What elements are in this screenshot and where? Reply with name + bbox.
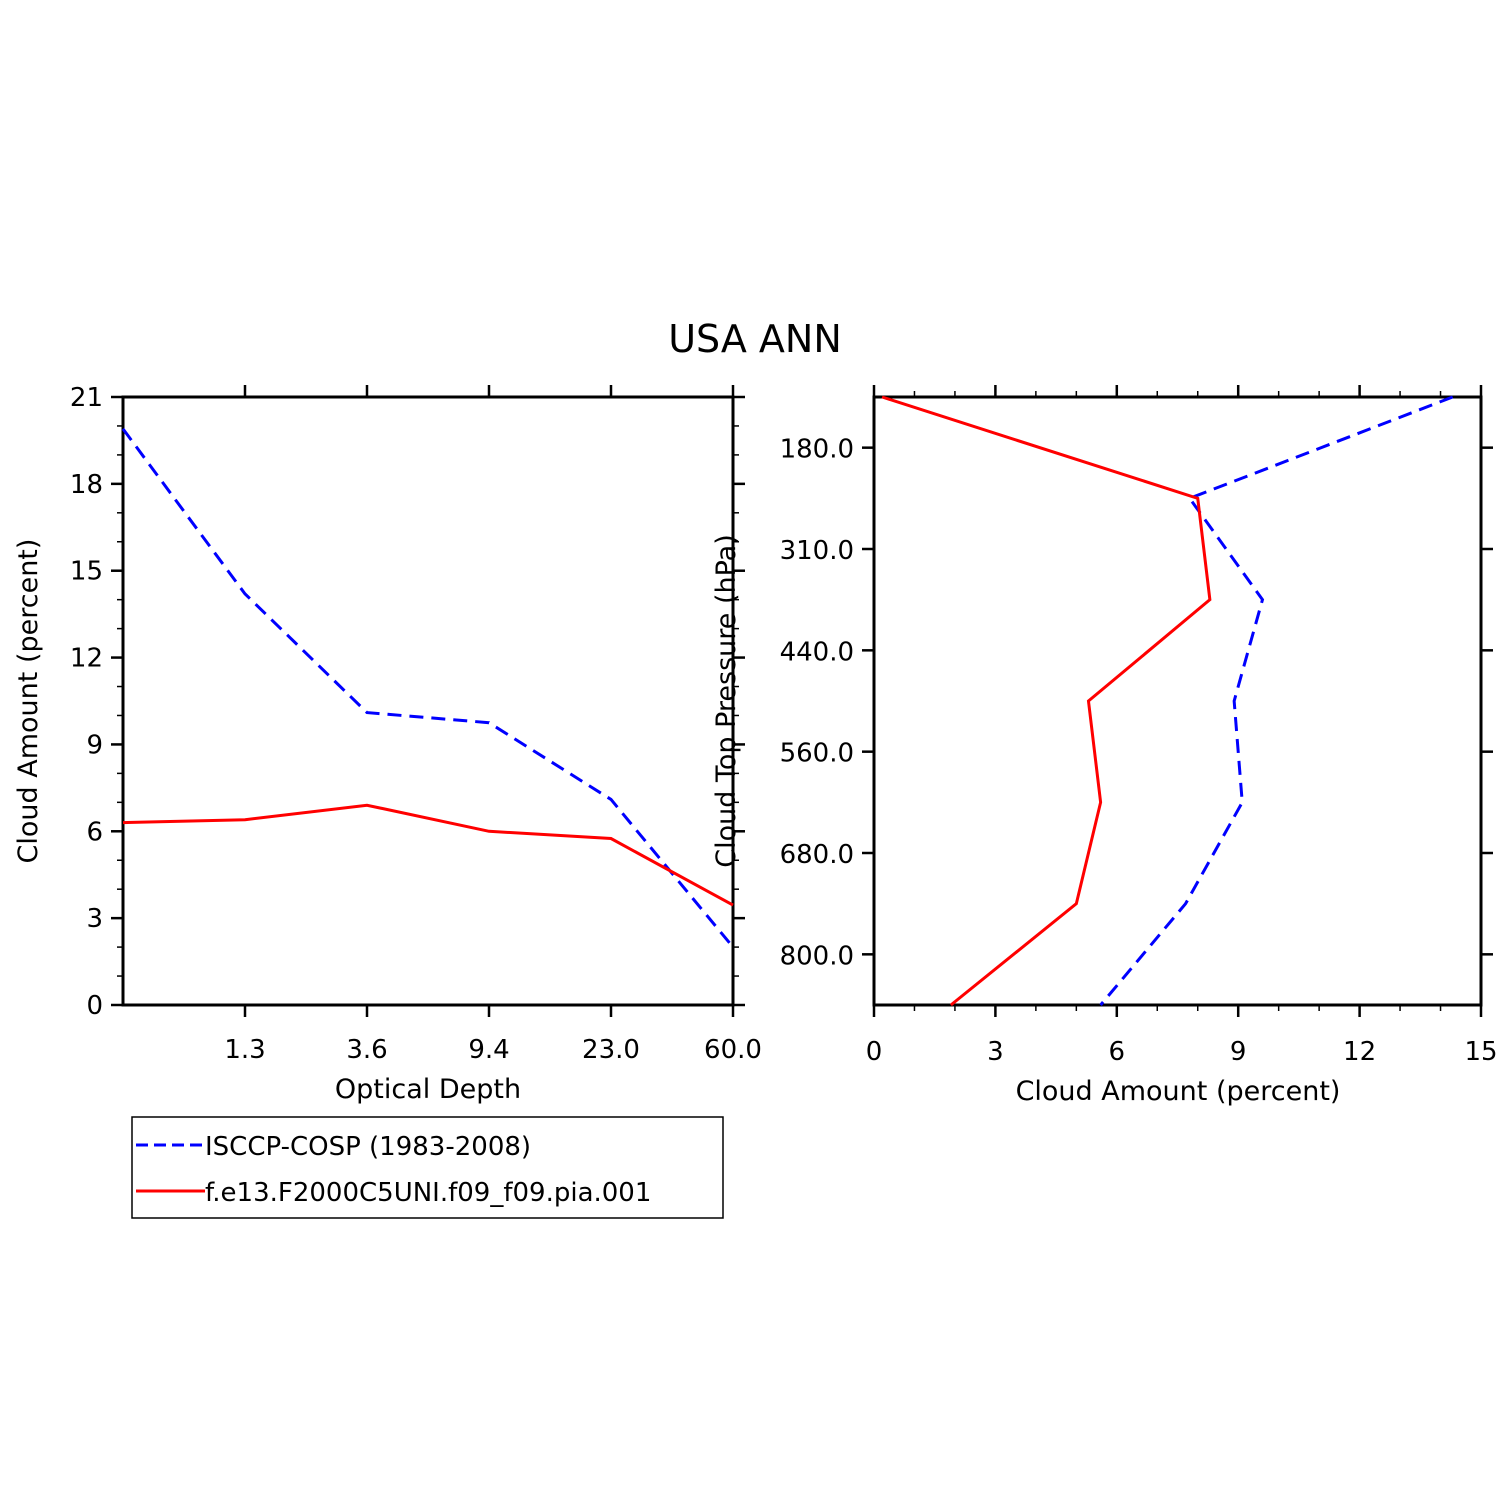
- left-y-tick-label: 12: [70, 644, 103, 674]
- right-x-tick-label: 3: [987, 1037, 1004, 1067]
- right-y-tick-label: 560.0: [780, 739, 854, 769]
- left-ticks: 0 3 6 9 12 15 18 21 1.3 3.6 9.4 23.0 60.0: [70, 383, 762, 1065]
- right-x-tick-label: 0: [866, 1037, 883, 1067]
- left-y-axis-label: Cloud Amount (percent): [13, 539, 44, 864]
- right-series-model-line: [881, 395, 1212, 1007]
- left-y-tick-label: 21: [70, 383, 103, 413]
- legend-box: [131, 1116, 724, 1219]
- optical-depth-panel: 0 3 6 9 12 15 18 21 1.3 3.6 9.4 23.0 60.0 Optical De…: [13, 383, 762, 1105]
- right-series: [881, 395, 1454, 1007]
- legend-label-model: f.e13.F2000C5UNI.f09_f09.pia.001: [205, 1178, 651, 1208]
- right-x-tick-label: 12: [1343, 1037, 1376, 1067]
- cloud-top-pressure-panel: 0 3 6 9 12 15 180.0 310.0 440.0 560.0 680.0 800.0 C…: [711, 385, 1498, 1107]
- right-x-tick-label: 9: [1230, 1037, 1247, 1067]
- legend-label-isccp: ISCCP-COSP (1983-2008): [205, 1132, 531, 1162]
- left-x-tick-label: 9.4: [468, 1035, 509, 1065]
- left-x-tick-label: 1.3: [224, 1035, 265, 1065]
- left-y-tick-label: 0: [86, 991, 103, 1021]
- right-series-isccp-line: [1099, 395, 1454, 1006]
- left-series-model-line: [122, 803, 734, 907]
- left-y-tick-label: 6: [86, 817, 103, 847]
- left-y-tick-label: 15: [70, 557, 103, 587]
- legend: ISCCP-COSP (1983-2008) f.e13.F2000C5UNI.f…: [131, 1116, 724, 1219]
- left-y-tick-label: 18: [70, 470, 103, 500]
- left-x-tick-label: 23.0: [582, 1035, 640, 1065]
- right-x-tick-label: 15: [1464, 1037, 1497, 1067]
- left-x-axis-label: Optical Depth: [335, 1074, 521, 1105]
- right-x-axis-label: Cloud Amount (percent): [1016, 1076, 1341, 1107]
- right-x-tick-label: 6: [1109, 1037, 1126, 1067]
- left-x-tick-label: 60.0: [704, 1035, 762, 1065]
- chart-title: USA ANN: [668, 317, 842, 361]
- right-y-axis-label: Cloud Top Pressure (hPa): [711, 534, 742, 868]
- right-y-tick-label: 310.0: [780, 536, 854, 566]
- left-y-tick-label: 9: [86, 730, 103, 760]
- left-x-tick-label: 3.6: [346, 1035, 387, 1065]
- right-y-tick-label: 800.0: [780, 941, 854, 971]
- right-plot-frame: [872, 395, 1483, 1007]
- left-plot-frame: [121, 395, 735, 1007]
- right-ticks: 0 3 6 9 12 15 180.0 310.0 440.0 560.0 680.0 800.0: [780, 385, 1498, 1067]
- right-y-tick-label: 680.0: [780, 840, 854, 870]
- left-y-tick-label: 3: [86, 904, 103, 934]
- left-series: [121, 427, 735, 949]
- left-series-isccp-line: [121, 427, 735, 949]
- right-y-tick-label: 440.0: [780, 637, 854, 667]
- right-y-tick-label: 180.0: [780, 435, 854, 465]
